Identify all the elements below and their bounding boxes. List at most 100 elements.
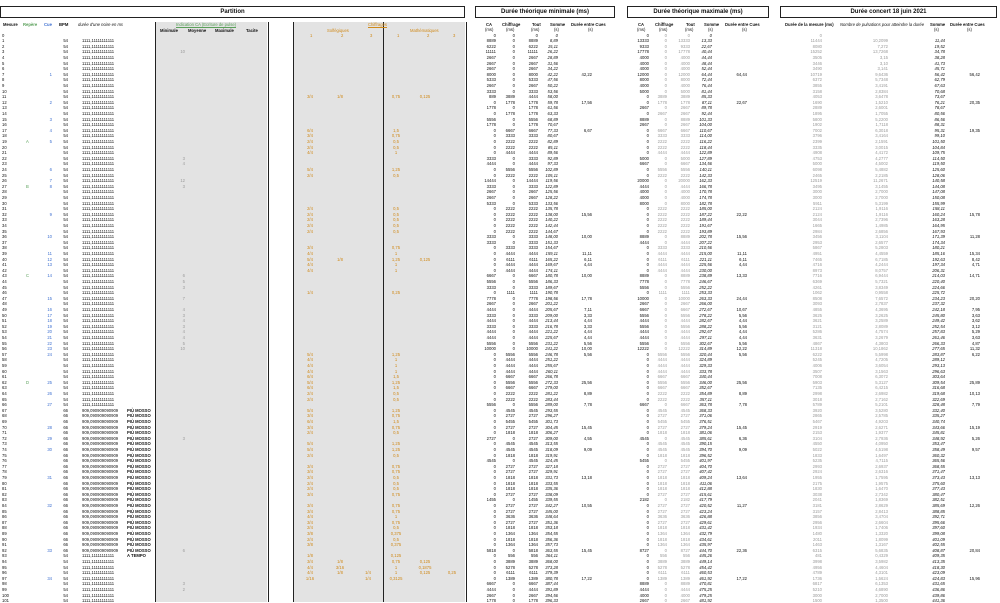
col-mesure: Mesure bbox=[3, 22, 18, 27]
table-cell: 0 bbox=[646, 262, 649, 268]
table-cell: 0 bbox=[512, 273, 515, 279]
table-cell: 2667 bbox=[486, 301, 496, 307]
table-cell: 3,1455 bbox=[875, 183, 888, 189]
table-cell: 5911 bbox=[812, 200, 822, 206]
table-cell: 1111,11111111111 bbox=[82, 295, 115, 301]
chiffrage-cell: 2/4 bbox=[307, 486, 313, 492]
table-cell: 47,56 bbox=[547, 77, 558, 83]
table-cell: 4444 bbox=[680, 262, 690, 268]
table-cell: 283,44 bbox=[545, 396, 558, 402]
table-cell: 12519 bbox=[810, 178, 822, 184]
table-cell: 20,35 bbox=[969, 99, 980, 105]
table-cell: 56,42 bbox=[934, 71, 945, 77]
table-cell: 0 bbox=[664, 340, 667, 346]
table-cell: 19 bbox=[2, 138, 7, 144]
table-cell: 22,36 bbox=[736, 547, 747, 553]
col-indication: Indication CA (Ecriture de pulse) bbox=[176, 22, 237, 28]
chiffrage-cell: 0,75 bbox=[391, 413, 401, 419]
table-cell: 4 bbox=[182, 329, 185, 335]
table-cell: 225,72 bbox=[932, 290, 945, 296]
table-cell: 404,70 bbox=[699, 463, 712, 469]
col-max-cues-s: (s) bbox=[742, 27, 747, 32]
chiffrage-cell: 0,75 bbox=[391, 94, 401, 100]
table-cell: 4444 bbox=[657, 368, 667, 374]
table-cell: 3625 bbox=[812, 312, 822, 318]
table-cell: 293,55 bbox=[545, 407, 558, 413]
table-cell: 6111 bbox=[658, 570, 667, 576]
table-cell: 6098 bbox=[812, 166, 822, 172]
table-cell: 2727 bbox=[528, 469, 538, 475]
table-cell: 17 bbox=[2, 127, 7, 133]
col-chiffrages: Chiffrages bbox=[368, 22, 388, 28]
table-cell: 34,78 bbox=[934, 49, 945, 55]
chiffrage-cell: 1/8 bbox=[337, 558, 343, 564]
table-row: 40 12 54 1111,11111111111 0 6111 6111 165,22 6,1… bbox=[0, 257, 1000, 262]
table-cell: 0 bbox=[493, 564, 496, 570]
table-cell: 66 bbox=[63, 446, 68, 452]
table-cell: 292,67 bbox=[699, 329, 712, 335]
table-cell: 3,2589 bbox=[875, 318, 888, 324]
table-cell: 213,44 bbox=[545, 318, 558, 324]
table-cell: 1111,11111111111 bbox=[82, 211, 115, 217]
table-row: 34 54 1111,11111111111 0 2222 2222 142,44 0 2222… bbox=[0, 223, 1000, 228]
table-cell: 41,73 bbox=[934, 60, 945, 66]
table-cell: 368,55 bbox=[932, 463, 945, 469]
chiffrage-cell: 0,75 bbox=[391, 424, 401, 430]
table-cell: 371,47 bbox=[932, 469, 945, 475]
table-cell: 27 bbox=[2, 183, 7, 189]
table-cell: 20 bbox=[2, 144, 7, 150]
table-cell: 10,00 bbox=[581, 273, 592, 279]
table-cell: 6 bbox=[182, 547, 185, 553]
table-cell: 0 bbox=[646, 446, 649, 452]
table-cell: 4444 bbox=[680, 368, 690, 374]
table-cell: 296,27 bbox=[545, 413, 558, 419]
table-cell: 5245 bbox=[812, 357, 822, 363]
table-cell: 81,44 bbox=[701, 88, 712, 94]
table-cell: 2222 bbox=[680, 211, 690, 217]
col-max-tout: Tout bbox=[686, 22, 695, 27]
table-cell: 3181 bbox=[812, 502, 822, 508]
table-cell: 64,44 bbox=[736, 71, 747, 77]
table-cell: 0 bbox=[664, 592, 667, 598]
table-cell: 4444 bbox=[657, 357, 667, 363]
table-cell: 7008 bbox=[812, 374, 822, 380]
table-cell: 5278 bbox=[657, 564, 667, 570]
table-cell: 89 bbox=[2, 530, 7, 536]
table-cell: 368,00 bbox=[545, 558, 558, 564]
table-cell: 1818 bbox=[657, 480, 667, 486]
table-cell: 54 bbox=[63, 99, 68, 105]
table-cell: 4000 bbox=[639, 66, 649, 72]
table-cell: 2 bbox=[182, 586, 185, 592]
table-cell: 0 bbox=[512, 239, 515, 245]
table-cell: 7,78 bbox=[738, 402, 747, 408]
table-cell: 1111,11111111111 bbox=[82, 390, 115, 396]
table-cell: 0 bbox=[493, 525, 496, 531]
table-cell: 15,56 bbox=[581, 211, 592, 217]
table-cell: 3333 bbox=[528, 133, 538, 139]
table-cell: 3333 bbox=[505, 245, 515, 251]
table-cell: 5022 bbox=[812, 446, 822, 452]
table-cell: 13 bbox=[47, 262, 52, 268]
table-cell: 21 bbox=[47, 334, 52, 340]
table-cell: 1111,11111111111 bbox=[82, 553, 115, 559]
table-cell: 2727 bbox=[528, 508, 538, 514]
table-cell: 99,10 bbox=[934, 133, 945, 139]
table-row: 22 54 1111,11111111111 3 3333 0 3333 92,89 5000 0… bbox=[0, 156, 1000, 161]
table-cell: 3000 bbox=[812, 592, 822, 598]
table-cell: 24 bbox=[2, 166, 7, 172]
table-cell: 1111,11111111111 bbox=[82, 564, 115, 570]
table-cell: 4956 bbox=[812, 564, 822, 570]
table-cell: 352,67 bbox=[699, 385, 712, 391]
table-cell: 2,7342 bbox=[875, 491, 888, 497]
col-min-somme: Somme bbox=[550, 22, 566, 27]
table-cell: 1364 bbox=[505, 530, 515, 536]
table-cell: 4,55 bbox=[583, 435, 592, 441]
table-cell: 0 bbox=[493, 379, 496, 385]
table-cell: 15,45 bbox=[581, 547, 592, 553]
table-cell: 54 bbox=[63, 150, 68, 156]
table-cell: 6667 bbox=[528, 385, 538, 391]
table-cell: 2727 bbox=[680, 519, 690, 525]
col-minimale: Minimale bbox=[160, 28, 178, 33]
table-cell: 225,67 bbox=[545, 334, 558, 340]
